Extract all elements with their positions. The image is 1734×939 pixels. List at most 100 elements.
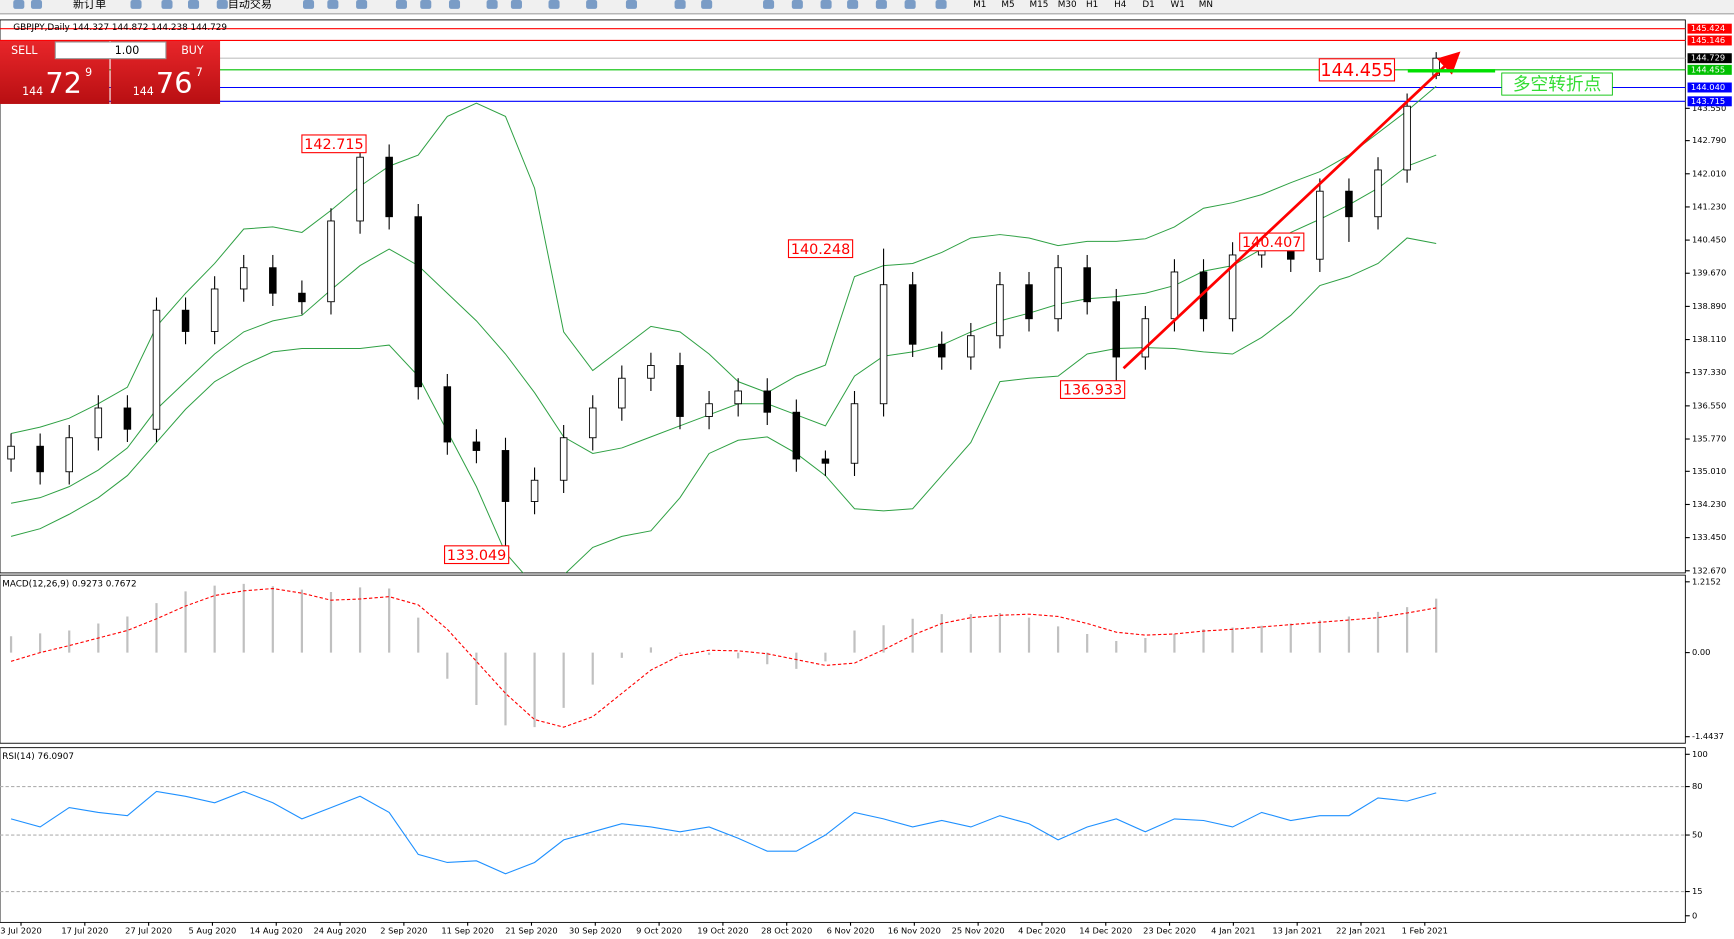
candle-body xyxy=(298,292,306,303)
candle-body xyxy=(210,288,219,332)
toolbar-button[interactable]: 新订单 xyxy=(73,0,106,10)
y-tick-label: 136.550 xyxy=(1692,400,1726,410)
volume[interactable]: 1.00 xyxy=(115,44,140,57)
x-tick-label: 14 Dec 2020 xyxy=(1079,926,1132,936)
timeframe-button[interactable]: M5 xyxy=(1001,0,1014,10)
candle-body xyxy=(327,220,335,303)
toolbar-icon[interactable] xyxy=(625,0,637,9)
price-annotation-box xyxy=(301,134,367,154)
toolbar-icon[interactable] xyxy=(327,0,339,9)
x-tick-label: 4 Dec 2020 xyxy=(1018,926,1066,936)
toolbar-icon[interactable] xyxy=(548,0,560,9)
y-tick-label: 137.330 xyxy=(1692,367,1726,377)
timeframe-button[interactable]: H1 xyxy=(1086,0,1098,10)
candle-body xyxy=(850,403,859,464)
price-annotation: 142.715 xyxy=(304,137,363,153)
price-level-tag xyxy=(1687,96,1732,107)
price-annotation-box xyxy=(1318,58,1396,82)
price-annotation-box xyxy=(444,545,510,565)
rsi-line xyxy=(10,790,1437,875)
toolbar-icon[interactable] xyxy=(13,0,25,9)
y-tick-label: 140.450 xyxy=(1692,235,1726,245)
toolbar-icon[interactable] xyxy=(356,0,368,9)
x-tick-label: 28 Oct 2020 xyxy=(761,926,812,936)
rsi-chart xyxy=(0,786,1686,893)
toolbar-icon[interactable] xyxy=(674,0,686,9)
toolbar-icon[interactable] xyxy=(395,0,407,9)
x-tick-label: 14 Aug 2020 xyxy=(250,926,303,936)
price-annotation-box xyxy=(1059,380,1126,399)
candle-body xyxy=(1170,271,1179,320)
toolbar-icon[interactable] xyxy=(303,0,315,9)
candle-body xyxy=(763,390,772,413)
candle-body xyxy=(94,407,103,439)
bollinger-band xyxy=(10,85,1437,434)
toolbar-icon[interactable] xyxy=(187,0,200,9)
toolbar-icon[interactable] xyxy=(935,0,947,9)
timeframe-button[interactable]: H4 xyxy=(1114,0,1127,10)
timeframe-button[interactable]: W1 xyxy=(1171,0,1185,10)
price-annotation-box xyxy=(787,239,854,259)
x-tick-label: 30 Sep 2020 xyxy=(569,926,621,936)
price-annotation-box xyxy=(1239,232,1305,252)
toolbar-icon[interactable] xyxy=(701,0,713,9)
y-tick-label: 139.670 xyxy=(1692,268,1726,278)
axes: GBPJPY,Daily 144.327 144.872 144.238 144… xyxy=(0,23,1732,936)
timeframe-button[interactable]: M30 xyxy=(1058,0,1077,10)
price-annotation: 140.407 xyxy=(1242,235,1301,251)
toolbar-icon[interactable] xyxy=(875,0,887,9)
toolbar-icon[interactable] xyxy=(586,0,598,9)
toolbar-icon[interactable] xyxy=(904,0,916,9)
candle-body xyxy=(676,365,684,417)
y-tick-label: 0.00 xyxy=(1692,647,1710,657)
toolbar-icon[interactable] xyxy=(448,0,461,9)
ask-price-big: 144 xyxy=(133,85,154,98)
candle-body xyxy=(36,445,44,473)
toolbar-button[interactable]: 自动交易 xyxy=(228,0,272,10)
toolbar-icon[interactable] xyxy=(510,0,522,9)
candle-body xyxy=(705,403,713,417)
timeframe-button[interactable]: M15 xyxy=(1030,0,1049,10)
x-tick-label: 23 Dec 2020 xyxy=(1143,926,1196,936)
volume-field[interactable] xyxy=(54,41,167,60)
y-tick-label: 1.2152 xyxy=(1692,576,1721,586)
y-tick-label: 80 xyxy=(1692,781,1703,791)
bollinger-band xyxy=(10,237,1437,573)
toolbar-icon[interactable] xyxy=(161,0,173,9)
toolbar-icon[interactable] xyxy=(791,0,803,9)
rsi-title: RSI(14) 76.0907 xyxy=(2,752,74,762)
candle-body xyxy=(152,309,161,430)
toolbar-icon[interactable] xyxy=(420,0,432,9)
toolbar-icon[interactable] xyxy=(486,0,498,9)
x-tick-label: 21 Sep 2020 xyxy=(505,926,557,936)
main-panel xyxy=(0,19,1686,574)
toolbar-icon[interactable] xyxy=(763,0,775,9)
toolbar-icon[interactable] xyxy=(130,0,142,9)
candle-body xyxy=(385,156,393,218)
timeframe-button[interactable]: D1 xyxy=(1142,0,1154,10)
toolbar-icon[interactable] xyxy=(820,0,832,9)
candle-body xyxy=(1141,318,1150,358)
pivot-note: 多空转折点 xyxy=(1513,74,1601,95)
macd-signal xyxy=(10,587,1437,728)
timeframe-button[interactable]: M1 xyxy=(973,0,986,10)
x-tick-label: 11 Sep 2020 xyxy=(441,926,493,936)
price-annotation: 144.455 xyxy=(1320,61,1393,81)
bollinger-band xyxy=(10,154,1437,504)
x-tick-label: 13 Jan 2021 xyxy=(1272,926,1322,936)
timeframe-button[interactable]: MN xyxy=(1199,0,1213,10)
macd-title: MACD(12,26,9) 0.9273 0.7672 xyxy=(2,579,136,589)
toolbar-icon[interactable] xyxy=(30,0,43,9)
candle-body xyxy=(1112,301,1121,358)
candle-body xyxy=(734,390,742,405)
x-tick-label: 9 Oct 2020 xyxy=(636,926,682,936)
macd-panel xyxy=(0,574,1686,744)
candle-body xyxy=(472,441,481,451)
candle-body xyxy=(356,156,364,222)
toolbar-icon[interactable] xyxy=(216,0,228,9)
x-tick-label: 19 Oct 2020 xyxy=(697,926,748,936)
overlays: 142.715 140.248 133.049 136.933 140.407 144.4… xyxy=(0,40,1613,565)
toolbar-icon[interactable] xyxy=(847,0,859,9)
bid-price-main: 72 xyxy=(45,66,82,100)
